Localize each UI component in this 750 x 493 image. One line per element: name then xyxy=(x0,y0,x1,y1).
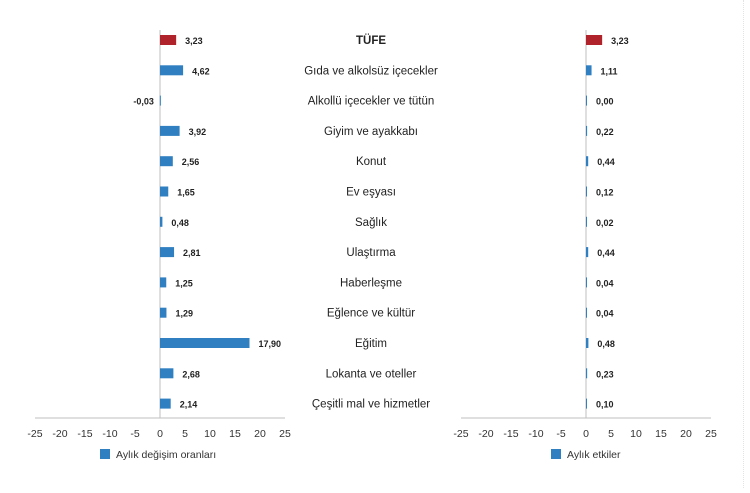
x-tick-label: -15 xyxy=(503,428,518,440)
category-label: Lokanta ve oteller xyxy=(326,368,417,380)
value-label: 2,56 xyxy=(182,157,200,167)
legend-swatch xyxy=(551,449,561,459)
value-label: 1,25 xyxy=(175,278,193,288)
bar xyxy=(160,307,167,318)
bar xyxy=(160,156,173,167)
bar xyxy=(160,125,180,136)
legend-label: Aylık değişim oranları xyxy=(116,449,216,461)
category-label: Ulaştırma xyxy=(346,247,396,259)
value-label: 2,14 xyxy=(180,400,198,410)
value-label: 3,92 xyxy=(189,127,207,137)
x-tick-label: -15 xyxy=(77,428,92,440)
bar xyxy=(160,338,250,348)
category-label: TÜFE xyxy=(356,34,386,47)
bar xyxy=(586,368,588,379)
x-tick-label: 5 xyxy=(182,428,188,440)
value-label: 0,22 xyxy=(596,127,614,137)
value-label: 2,81 xyxy=(183,248,201,258)
bar xyxy=(160,368,174,379)
value-label: 0,48 xyxy=(597,339,615,349)
value-label: 1,11 xyxy=(601,66,618,76)
bar xyxy=(160,35,177,45)
x-tick-label: -10 xyxy=(528,428,543,440)
bar xyxy=(160,186,169,197)
x-tick-label: -5 xyxy=(556,428,565,440)
x-tick-label: -20 xyxy=(478,428,493,440)
bar xyxy=(586,65,592,76)
category-label: Gıda ve alkolsüz içecekler xyxy=(304,65,438,77)
x-tick-label: -25 xyxy=(453,428,468,440)
x-tick-label: 25 xyxy=(279,428,291,440)
bar xyxy=(160,216,163,227)
category-label: Sağlık xyxy=(355,217,387,229)
bar xyxy=(586,338,589,348)
value-label: 0,04 xyxy=(596,278,614,288)
x-tick-label: -20 xyxy=(52,428,67,440)
category-labels: TÜFE Gıda ve alkolsüz içecekler Alkollü iç… xyxy=(304,34,438,411)
value-label: 0,04 xyxy=(596,309,614,319)
x-tick-label: 5 xyxy=(608,428,614,440)
bar xyxy=(586,186,587,197)
value-label: 0,12 xyxy=(596,188,614,198)
value-label: 3,23 xyxy=(185,36,203,46)
category-label: Alkollü içecekler ve tütün xyxy=(308,96,435,108)
x-tick-label: 10 xyxy=(630,428,642,440)
category-label: Giyim ve ayakkabı xyxy=(324,126,418,138)
x-tick-label: 20 xyxy=(254,428,266,440)
bar xyxy=(586,95,587,106)
panel-2: -25 -20 -15 -10 -5 0 5 10 15 20 25 3,23 1,11 0,00 0,22… xyxy=(453,30,717,461)
x-tick-label: 0 xyxy=(157,428,163,440)
category-label: Konut xyxy=(356,156,387,168)
x-tick-label: -10 xyxy=(102,428,117,440)
value-label: 0,44 xyxy=(597,248,615,258)
bar xyxy=(160,398,171,409)
x-tick-label: 20 xyxy=(680,428,692,440)
value-label: 0,10 xyxy=(596,400,614,410)
value-label: 1,65 xyxy=(177,188,195,198)
bar xyxy=(586,156,589,167)
x-tick-label: 10 xyxy=(204,428,216,440)
bar xyxy=(160,65,184,76)
bar xyxy=(160,277,167,288)
value-label: 0,23 xyxy=(596,369,614,379)
value-label: 4,62 xyxy=(192,66,210,76)
value-label: 0,02 xyxy=(596,218,614,228)
value-label: 1,29 xyxy=(175,309,193,319)
bar xyxy=(160,247,175,258)
bar xyxy=(586,125,588,136)
bar xyxy=(586,216,587,227)
x-tick-label: -25 xyxy=(27,428,42,440)
category-label: Eğlence ve kültür xyxy=(327,308,415,320)
bar xyxy=(586,247,589,258)
right-edge-divider xyxy=(743,0,750,488)
bar xyxy=(586,35,603,45)
value-label: 3,23 xyxy=(611,36,629,46)
value-label: -0,03 xyxy=(133,97,154,107)
value-label: 0,44 xyxy=(597,157,615,167)
category-label: Eğitim xyxy=(355,338,387,350)
bar xyxy=(586,277,587,288)
value-label: 0,48 xyxy=(171,218,189,228)
value-label: 0,00 xyxy=(596,97,614,107)
x-tick-label: 15 xyxy=(655,428,667,440)
category-label: Haberleşme xyxy=(340,277,402,289)
legend-label: Aylık etkiler xyxy=(567,449,621,461)
x-tick-label: 25 xyxy=(705,428,717,440)
x-tick-label: 15 xyxy=(229,428,241,440)
bar xyxy=(586,398,587,409)
x-tick-label: 0 xyxy=(583,428,589,440)
panel-1: -25 -20 -15 -10 -5 0 5 10 15 20 25 3,23 4,62 -0,03 3,9… xyxy=(27,30,291,461)
value-label: 17,90 xyxy=(259,339,282,349)
value-label: 2,68 xyxy=(182,369,200,379)
bar xyxy=(159,95,161,106)
bar xyxy=(586,307,587,318)
legend-swatch xyxy=(100,449,110,459)
category-label: Ev eşyası xyxy=(346,187,396,199)
category-label: Çeşitli mal ve hizmetler xyxy=(312,399,430,411)
x-tick-label: -5 xyxy=(130,428,139,440)
